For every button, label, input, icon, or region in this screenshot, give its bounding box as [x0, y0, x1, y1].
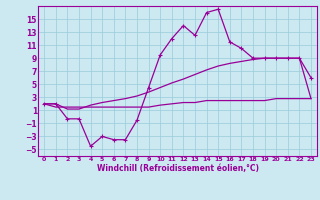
X-axis label: Windchill (Refroidissement éolien,°C): Windchill (Refroidissement éolien,°C) — [97, 164, 259, 173]
